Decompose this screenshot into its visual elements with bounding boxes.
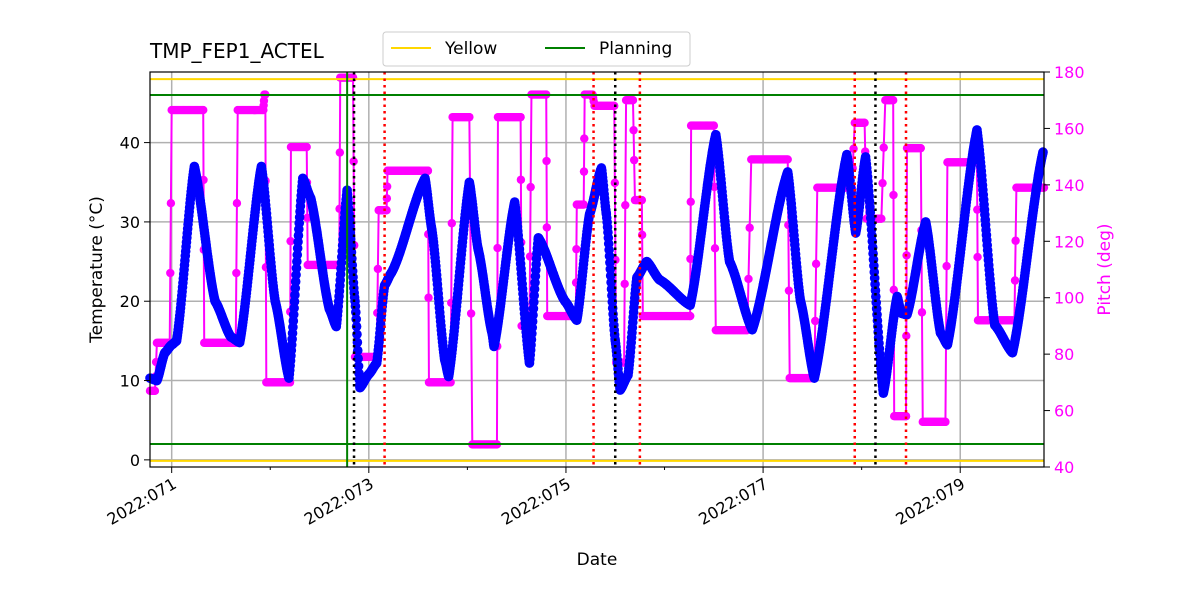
- x-tick-label: 2022:079: [892, 474, 968, 529]
- pitch-point: [542, 156, 551, 166]
- pitch-point: [303, 213, 312, 223]
- y2-tick-label: 40: [1054, 458, 1074, 477]
- pitch-point: [382, 206, 391, 215]
- x-tick-label: 2022:075: [498, 474, 574, 529]
- pitch-point: [744, 274, 753, 284]
- pitch-point: [973, 205, 982, 214]
- y2-tick-label: 160: [1054, 119, 1085, 138]
- pitch-point: [941, 417, 950, 427]
- pitch-point: [493, 243, 502, 253]
- pitch-point: [166, 198, 176, 208]
- pitch-point: [709, 121, 719, 130]
- y2-tick-label: 140: [1054, 176, 1085, 195]
- pitch-point: [745, 223, 754, 232]
- y-axis-label: Temperature (°C): [87, 196, 107, 344]
- x-tick-label: 2022:071: [104, 474, 180, 529]
- temperature-point: [351, 314, 362, 324]
- x-axis-label: Date: [577, 550, 618, 570]
- legend-box: [382, 31, 691, 67]
- y-tick-label: 40: [120, 134, 140, 153]
- temperature-point: [351, 321, 362, 332]
- plot-frame: [149, 71, 1045, 468]
- y-tick-label: 30: [120, 213, 140, 232]
- pitch-point: [685, 311, 695, 321]
- pitch-point: [629, 155, 639, 165]
- pitch-point: [465, 112, 474, 122]
- pitch-point: [382, 194, 392, 203]
- pitch-point: [973, 252, 982, 262]
- pitch-point: [199, 105, 208, 115]
- y2-tick-label: 100: [1054, 289, 1085, 308]
- pitch-point: [878, 178, 887, 188]
- pitch-point: [150, 386, 160, 396]
- pitch-point: [373, 264, 383, 274]
- pitch-point: [811, 259, 821, 269]
- pitch-point: [811, 316, 820, 326]
- y-tick-label: 10: [120, 372, 140, 391]
- pitch-point: [628, 96, 638, 105]
- pitch-point: [621, 200, 630, 210]
- pitch-point: [917, 308, 927, 317]
- pitch-point: [784, 286, 794, 295]
- pitch-point: [888, 96, 898, 105]
- pitch-point: [877, 214, 886, 223]
- legend-planning-label: Planning: [599, 39, 672, 59]
- pitch-point: [686, 254, 695, 264]
- pitch-point: [516, 112, 525, 122]
- y-tick-label: 20: [120, 292, 140, 311]
- pitch-point: [580, 134, 589, 143]
- pitch-point: [302, 142, 311, 152]
- pitch-point: [232, 198, 242, 208]
- pitch-point: [166, 268, 175, 278]
- legend-yellow-label: Yellow: [444, 39, 497, 59]
- pitch-point: [1010, 276, 1020, 285]
- temperature-point: [352, 345, 363, 356]
- pitch-line: [150, 76, 1044, 446]
- chart-title: TMP_FEP1_ACTEL: [149, 39, 325, 63]
- temperature-point: [1038, 147, 1048, 157]
- pitch-point: [1011, 236, 1020, 245]
- pitch-point: [542, 223, 552, 232]
- x-tick-label: 2022:077: [695, 474, 771, 529]
- pitch-point: [579, 200, 588, 209]
- y2-tick-label: 80: [1054, 345, 1074, 364]
- pitch-point: [572, 244, 581, 254]
- pitch-point: [686, 197, 695, 206]
- pitch-point: [423, 166, 433, 175]
- pitch-point: [916, 143, 925, 153]
- temperature-point: [353, 353, 363, 364]
- temperature-point: [352, 329, 362, 340]
- pitch-point: [286, 236, 295, 246]
- y-tick-label: 0: [130, 451, 140, 470]
- x-tick-label: 2022:073: [301, 474, 377, 529]
- pitch-point: [424, 293, 433, 302]
- temperature-point: [353, 361, 364, 371]
- pitch-point: [902, 331, 911, 341]
- legend: Yellow Planning: [382, 31, 691, 67]
- pitch-point: [579, 167, 589, 176]
- pitch-point: [526, 182, 535, 192]
- pitch-point: [710, 244, 720, 253]
- y2-tick-label: 180: [1054, 63, 1085, 82]
- y2-tick-label: 120: [1054, 232, 1085, 251]
- pitch-point: [783, 155, 792, 164]
- y2-tick-label: 60: [1054, 402, 1074, 421]
- pitch-point: [889, 190, 898, 200]
- pitch-point: [349, 157, 358, 166]
- pitch-point: [335, 148, 345, 157]
- pitch-point: [516, 175, 526, 184]
- pitch-point: [466, 309, 476, 318]
- pitch-point: [620, 279, 629, 289]
- pitch-point: [942, 261, 951, 271]
- pitch-point: [901, 412, 911, 421]
- pitch-point: [710, 182, 719, 192]
- pitch-point: [447, 219, 457, 228]
- pitch-point: [232, 268, 241, 278]
- pitch-point: [860, 118, 869, 127]
- y2-axis-label: Pitch (deg): [1095, 223, 1115, 315]
- pitch-point: [629, 125, 638, 135]
- pitch-point: [879, 143, 888, 152]
